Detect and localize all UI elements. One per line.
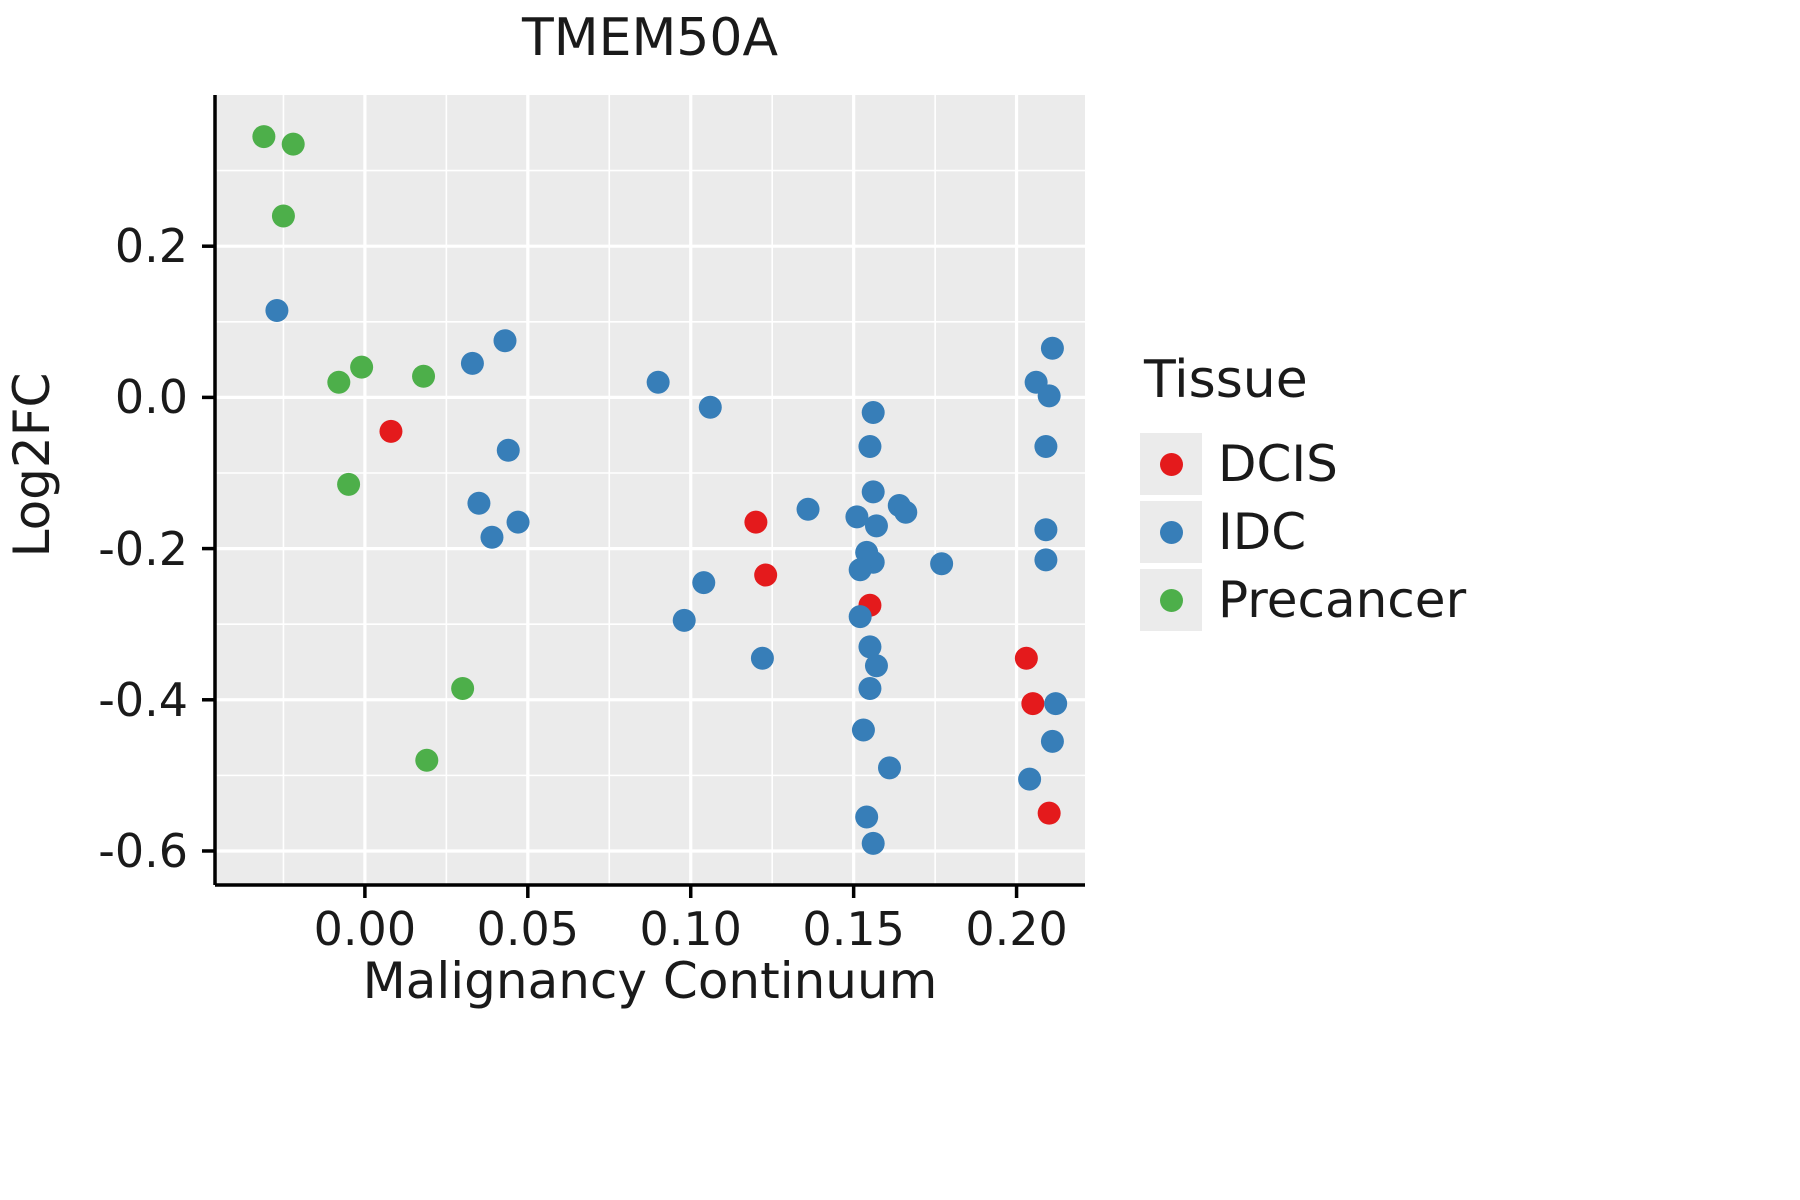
data-point-precancer: [451, 676, 475, 700]
data-point-idc: [930, 552, 954, 576]
legend-title: Tissue: [1144, 350, 1308, 410]
panel-background: [215, 95, 1085, 885]
data-point-dcis: [754, 563, 778, 587]
data-point-precancer: [415, 748, 439, 772]
x-tick-label: 0.05: [476, 902, 580, 956]
chart-title: TMEM50A: [521, 8, 779, 68]
y-tick-label: -0.2: [98, 521, 188, 576]
data-point-idc: [864, 514, 888, 538]
legend-item-dcis: DCIS: [1140, 430, 1466, 498]
data-point-idc: [1034, 548, 1058, 572]
x-tick-label: 0.15: [802, 902, 905, 956]
y-tick-label: -0.6: [98, 823, 188, 878]
data-point-precancer: [271, 204, 295, 228]
x-axis-label: Malignancy Continuum: [362, 952, 938, 1010]
data-point-idc: [1018, 767, 1042, 791]
y-tick-label: 0.0: [114, 370, 188, 425]
data-point-idc: [851, 718, 875, 742]
data-point-idc: [692, 571, 716, 595]
legend-item-idc: IDC: [1140, 498, 1466, 566]
y-tick-label: 0.2: [114, 219, 188, 274]
legend-key: [1140, 569, 1202, 631]
data-point-idc: [894, 500, 918, 524]
legend-dot-dcis: [1159, 452, 1183, 476]
legend-label: DCIS: [1218, 435, 1338, 493]
data-point-dcis: [379, 419, 403, 443]
data-point-idc: [1037, 384, 1061, 408]
data-point-idc: [467, 491, 491, 515]
legend-items: DCIS IDC Precancer: [1140, 430, 1466, 634]
data-point-idc: [858, 435, 882, 459]
legend-key: [1140, 433, 1202, 495]
data-point-idc: [855, 805, 879, 829]
legend-label: IDC: [1218, 503, 1307, 561]
x-tick-label: 0.20: [965, 902, 1068, 956]
data-point-idc: [861, 831, 885, 855]
data-point-dcis: [1014, 646, 1038, 670]
data-point-precancer: [350, 355, 374, 379]
data-point-precancer: [327, 370, 351, 394]
data-point-idc: [861, 480, 885, 504]
data-point-idc: [480, 525, 504, 549]
data-point-idc: [877, 756, 901, 780]
legend-dot-precancer: [1159, 588, 1183, 612]
legend: Tissue DCIS IDC Precancer: [1140, 350, 1466, 634]
data-point-precancer: [412, 364, 436, 388]
x-tick-label: 0.10: [639, 902, 742, 956]
data-point-idc: [1044, 692, 1068, 716]
x-tick-label: 0.00: [313, 902, 417, 956]
data-point-idc: [796, 497, 820, 521]
data-point-idc: [1034, 435, 1058, 459]
data-point-idc: [848, 558, 872, 582]
data-point-idc: [858, 635, 882, 659]
legend-key: [1140, 501, 1202, 563]
data-point-precancer: [252, 125, 276, 149]
data-point-idc: [265, 298, 289, 322]
data-point-idc: [848, 605, 872, 629]
data-point-idc: [845, 505, 869, 529]
data-point-dcis: [1037, 801, 1061, 825]
data-point-idc: [861, 401, 885, 425]
data-point-idc: [506, 510, 530, 534]
legend-dot-idc: [1159, 520, 1183, 544]
data-point-idc: [1040, 729, 1064, 753]
y-axis-label: Log2FC: [3, 372, 61, 558]
y-tick-label: -0.4: [98, 672, 188, 727]
data-point-idc: [858, 676, 882, 700]
data-point-idc: [672, 608, 696, 632]
data-point-precancer: [337, 472, 361, 496]
legend-label: Precancer: [1218, 571, 1467, 629]
data-point-precancer: [281, 132, 305, 156]
data-point-idc: [646, 370, 670, 394]
data-point-idc: [1034, 518, 1058, 542]
legend-item-precancer: Precancer: [1140, 566, 1466, 634]
data-point-idc: [750, 646, 774, 670]
data-point-idc: [493, 329, 517, 353]
data-point-idc: [864, 654, 888, 678]
data-point-dcis: [1021, 692, 1045, 716]
data-point-idc: [698, 395, 722, 419]
data-point-idc: [496, 438, 520, 462]
data-point-idc: [460, 351, 484, 375]
data-point-dcis: [744, 510, 768, 534]
data-point-idc: [1040, 336, 1064, 360]
